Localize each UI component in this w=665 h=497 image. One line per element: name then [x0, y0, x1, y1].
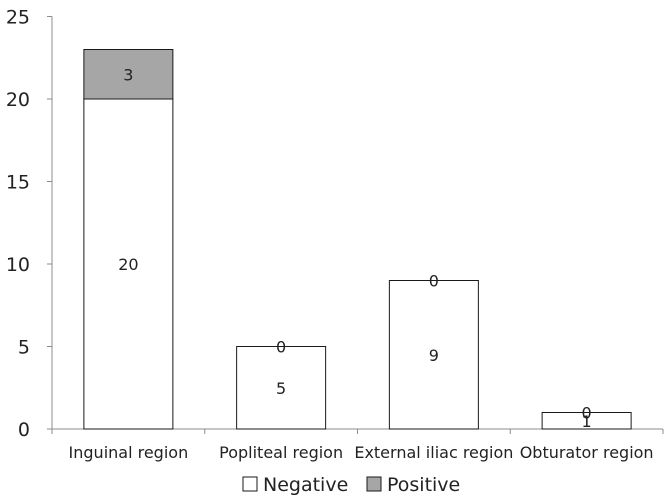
legend-label-negative: Negative	[263, 474, 348, 496]
y-tick-label: 20	[6, 89, 30, 111]
data-label-negative: 1	[582, 412, 592, 431]
x-category-label: External iliac region	[354, 443, 513, 462]
x-category-label: Popliteal region	[219, 443, 343, 462]
y-tick-label: 15	[6, 172, 30, 194]
legend-swatch-negative	[242, 476, 258, 492]
legend-swatch-positive	[366, 476, 382, 492]
x-category-label: Obturator region	[520, 443, 654, 462]
data-label-positive: 0	[582, 404, 592, 423]
data-label-negative: 9	[429, 346, 439, 365]
bar-negative	[236, 346, 327, 430]
y-tick-label: 5	[18, 337, 30, 359]
bar-positive	[83, 49, 174, 100]
data-label-negative: 5	[276, 379, 286, 398]
data-label-negative: 20	[118, 255, 138, 274]
x-category-label: Inguinal region	[69, 443, 189, 462]
data-label-positive: 0	[429, 272, 439, 291]
y-tick-label: 0	[18, 419, 30, 441]
y-tick-label: 25	[6, 7, 30, 29]
bar-negative	[541, 412, 632, 430]
data-label-positive: 0	[276, 338, 286, 357]
bar-negative	[83, 98, 174, 430]
legend-label-positive: Positive	[387, 474, 460, 496]
data-label-positive: 3	[123, 65, 133, 84]
bar-negative	[388, 280, 479, 430]
y-tick-label: 10	[6, 254, 30, 276]
